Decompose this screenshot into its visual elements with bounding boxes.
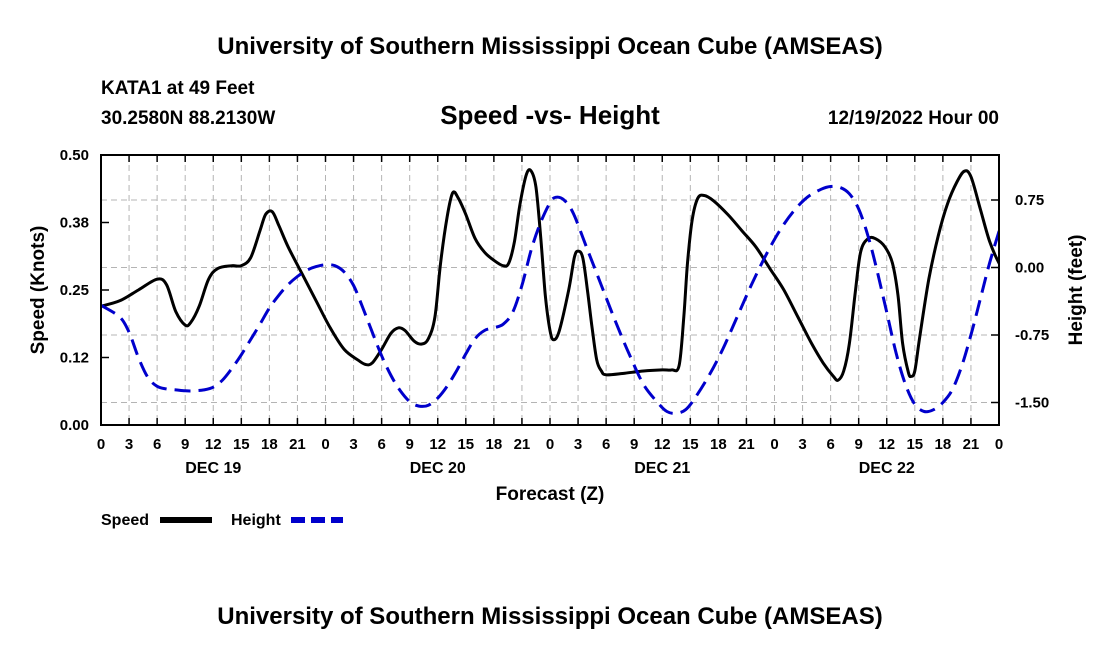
left-tick-label: 0.12 <box>60 350 89 367</box>
left-tick-label: 0.25 <box>60 282 89 299</box>
right-tick-label: 0.75 <box>1015 192 1044 209</box>
x-tick-label: 6 <box>377 436 385 453</box>
x-tick-label: 0 <box>97 436 105 453</box>
x-day-label: DEC 22 <box>859 460 915 477</box>
x-tick-label: 0 <box>770 436 778 453</box>
forecast-date-label: 12/19/2022 Hour 00 <box>828 108 999 129</box>
station-label: KATA1 at 49 Feet <box>101 78 255 99</box>
x-tick-label: 6 <box>153 436 161 453</box>
right-tick-label: 0.00 <box>1015 260 1044 277</box>
coordinates-label: 30.2580N 88.2130W <box>101 108 275 129</box>
x-tick-label: 3 <box>125 436 133 453</box>
x-tick-label: 18 <box>710 436 727 453</box>
right-tick-label: -1.50 <box>1015 395 1049 412</box>
left-tick-label: 0.38 <box>60 215 89 232</box>
left-tick-label: 0.00 <box>60 417 89 434</box>
x-tick-label: 12 <box>205 436 222 453</box>
right-axis: -1.50 -0.75 0.00 0.75 <box>991 192 1049 412</box>
x-tick-label: 6 <box>826 436 834 453</box>
x-tick-label: 21 <box>738 436 755 453</box>
x-axis-label: Forecast (Z) <box>496 484 605 505</box>
x-tick-label: 3 <box>574 436 582 453</box>
x-tick-label: 9 <box>855 436 863 453</box>
x-tick-label: 12 <box>654 436 671 453</box>
x-tick-label: 15 <box>233 436 250 453</box>
y-axis-label-left: Speed (Knots) <box>28 226 49 355</box>
x-day-label: DEC 19 <box>185 460 241 477</box>
x-tick-label: 0 <box>321 436 329 453</box>
left-tick-label: 0.50 <box>60 147 89 164</box>
x-tick-label: 0 <box>546 436 554 453</box>
x-tick-label: 15 <box>682 436 699 453</box>
x-tick-label: 12 <box>429 436 446 453</box>
chart-main-title: University of Southern Mississippi Ocean… <box>217 33 882 60</box>
x-tick-label: 6 <box>602 436 610 453</box>
left-axis: 0.00 0.12 0.25 0.38 0.50 <box>60 147 109 434</box>
x-tick-label: 21 <box>289 436 306 453</box>
x-tick-label: 0 <box>995 436 1003 453</box>
legend-speed-label: Speed <box>101 512 149 529</box>
footer-title: University of Southern Mississippi Ocean… <box>217 603 882 630</box>
x-tick-label: 3 <box>798 436 806 453</box>
x-day-label: DEC 21 <box>634 460 690 477</box>
x-tick-label: 18 <box>935 436 952 453</box>
x-axis: 0 3 6 9 12 15 18 21 0 3 6 9 12 15 18 21 0 3 6 9 12 15 18 21 0 3 6 9… <box>97 155 1003 477</box>
series-layer <box>101 168 999 415</box>
right-tick-label: -0.75 <box>1015 327 1049 344</box>
x-tick-label: 21 <box>963 436 980 453</box>
x-tick-label: 18 <box>261 436 278 453</box>
x-tick-label: 9 <box>630 436 638 453</box>
x-tick-label: 15 <box>457 436 474 453</box>
legend: Speed Height <box>101 512 343 529</box>
x-tick-label: 12 <box>878 436 895 453</box>
grid-lines <box>101 154 999 425</box>
x-tick-label: 15 <box>906 436 923 453</box>
y-axis-label-right: Height (feet) <box>1066 235 1087 346</box>
x-tick-label: 9 <box>406 436 414 453</box>
x-tick-label: 3 <box>349 436 357 453</box>
series-height-line <box>101 184 999 415</box>
chart-subtitle: Speed -vs- Height <box>440 100 660 130</box>
series-speed-line <box>101 168 999 382</box>
x-tick-label: 21 <box>514 436 531 453</box>
x-tick-label: 9 <box>181 436 189 453</box>
legend-height-label: Height <box>231 512 281 529</box>
x-day-label: DEC 20 <box>410 460 466 477</box>
x-tick-label: 18 <box>486 436 503 453</box>
